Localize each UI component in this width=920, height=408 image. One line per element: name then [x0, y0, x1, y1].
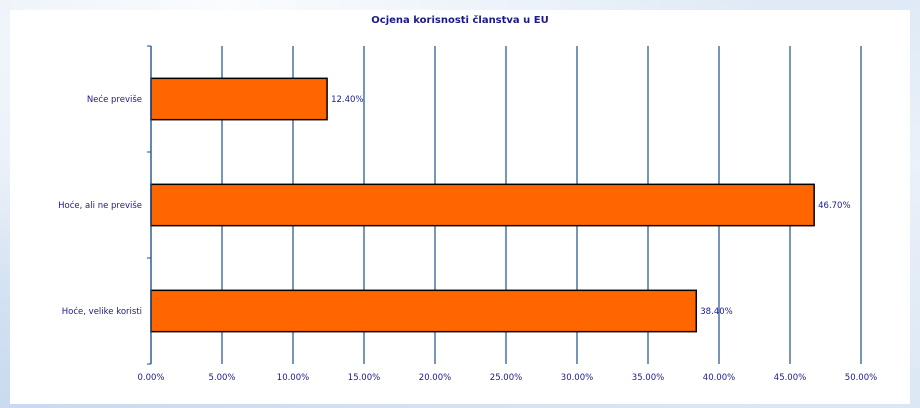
x-tick-label-7: 35.00%: [632, 373, 664, 383]
x-tick-label-2: 10.00%: [277, 373, 309, 383]
labels: 0.00% 5.00% 10.00% 15.00% 20.00% 25.00% 30.00%…: [58, 94, 877, 383]
category-label-0: Neće previše: [87, 94, 142, 105]
axes: [147, 45, 152, 365]
data-label-2: 38.40%: [700, 307, 732, 317]
bar-1: [150, 183, 815, 227]
x-tick-label-5: 25.00%: [490, 373, 522, 383]
x-tick-label-3: 15.00%: [348, 373, 380, 383]
data-label-0: 12.40%: [331, 95, 363, 105]
chart-panel: Ocjena korisnosti članstva u EU 0.00% 5.0…: [10, 10, 910, 404]
x-tick-label-1: 5.00%: [208, 373, 235, 383]
category-label-2: Hoće, velike koristi: [62, 306, 142, 317]
bar-2: [150, 289, 698, 333]
bar-0: [150, 77, 328, 121]
bars: [150, 77, 815, 333]
x-tick-label-0: 0.00%: [137, 373, 164, 383]
x-tick-label-6: 30.00%: [561, 373, 593, 383]
x-tick-label-8: 40.00%: [703, 373, 735, 383]
x-tick-label-9: 45.00%: [774, 373, 806, 383]
bar-chart: Ocjena korisnosti članstva u EU 0.00% 5.0…: [58, 14, 877, 383]
chart-title: Ocjena korisnosti članstva u EU: [371, 14, 548, 26]
x-tick-label-10: 50.00%: [845, 373, 877, 383]
category-label-1: Hoće, ali ne previše: [58, 200, 142, 211]
data-label-1: 46.70%: [818, 201, 850, 211]
x-tick-label-4: 20.00%: [419, 373, 451, 383]
